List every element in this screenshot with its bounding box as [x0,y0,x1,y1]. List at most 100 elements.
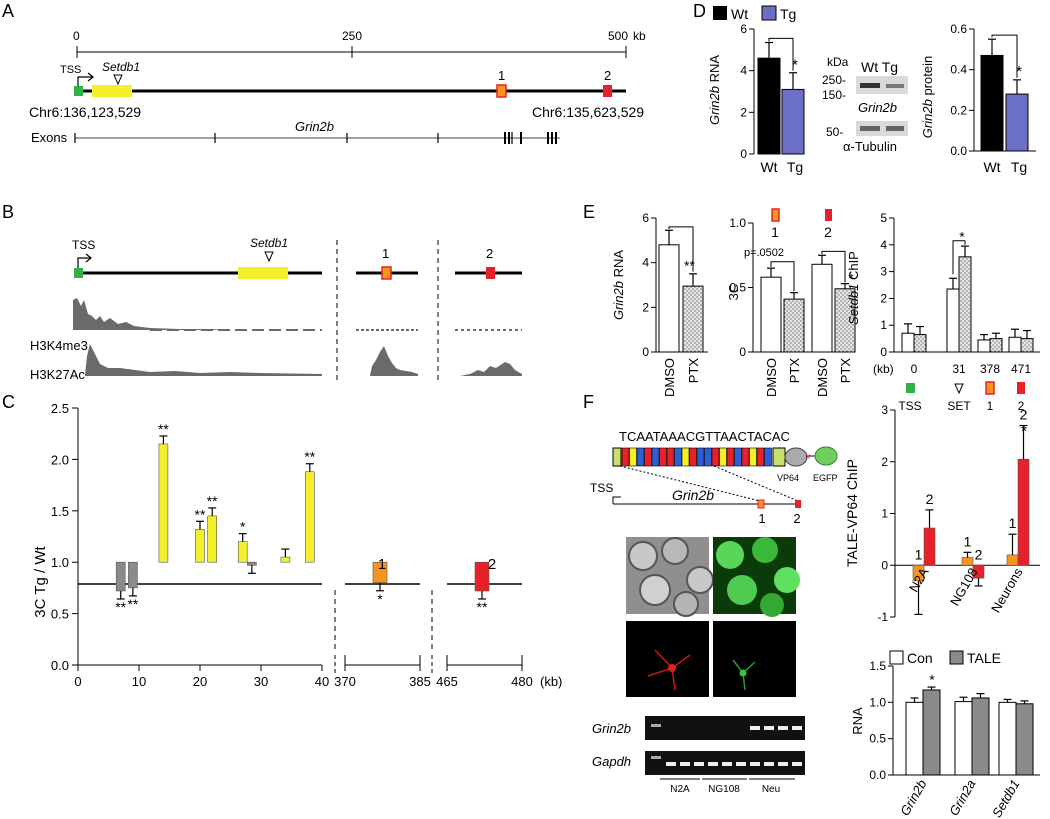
tale-repeat [749,447,757,467]
scale-tick-250: 250 [342,29,362,43]
c-xtick-480: 480 [511,674,533,689]
gel-band [764,762,774,766]
series-label: 2 [975,546,983,562]
grin2b-label: Grin2b [295,119,334,134]
tss-label: TSS [60,64,81,76]
gel-band [694,762,704,766]
x-label: PTX [787,358,802,384]
b-site1-label: 1 [382,246,389,261]
tale-repeat [689,447,697,467]
bar-c-0 [115,561,126,592]
series-label: 1 [964,533,972,549]
series-label: 2 [1020,407,1028,423]
c-xtick-20: 20 [193,674,207,689]
h3k27ac-track [85,344,322,376]
setdb1-triangle-icon [113,74,123,86]
legend-wt-swatch [713,6,727,20]
e-site1-label: 1 [771,224,779,240]
bar-e-chip-0-DMSO [901,332,915,353]
y-tick-label: 3 [880,265,887,279]
sig-label: * [848,270,854,286]
gel-lane-ng108: NG108 [708,784,740,795]
scale-tick-0: 0 [73,29,80,43]
y-tick-label: 0.0 [869,768,886,782]
y-tick-label: 0.5 [51,607,69,622]
tale-repeat [644,447,652,467]
y-tick-label: 0.0 [950,144,967,158]
bar-e-chip-471-DMSO [1008,336,1022,353]
bar-f-rna-Grin2a-Con [954,701,973,776]
sig-label: * [1021,424,1027,441]
legend-tale-swatch [949,650,964,665]
panel-f: TCAATAAACGTTAACTACAC VP64 × EGFP TSS Gri… [590,403,1040,819]
gel-band [792,762,802,766]
bar-e-chip-31-DMSO [946,288,960,353]
sig-label: ** [477,599,488,615]
wb-tubulin-label: α-Tubulin [843,139,897,154]
legend-tg-swatch [761,5,777,21]
panel-label-c: C [2,392,15,412]
panel-e: Grin2b RNA 0 2 4 6 ** DMSO PTX 3C 0 0.5 1.0 * DMSO… [611,208,1040,413]
gel-lane-neu: Neu [762,784,780,795]
e-kb: (kb) [873,362,894,376]
y-tick-label: 4 [642,256,649,270]
legend-tg: Tg [780,6,796,22]
f-site2-label: 2 [793,511,800,526]
bar-e-chip-378-PTX [989,338,1003,353]
bar-f-chip-Neurons-2 [1017,458,1030,566]
sig-label: ** [207,493,218,509]
sig-label: ** [115,599,126,615]
bar-d-prot-Wt [980,54,1004,152]
y-tick-label: 1.0 [729,216,746,230]
tale-repeat [621,447,630,467]
bar-d-rna-Tg [781,88,805,155]
x-label: PTX [838,358,853,384]
b-tss-arrow-icon [77,257,90,268]
bar-c-5 [237,541,248,563]
tale-repeat [719,447,727,467]
tss-box [74,86,83,96]
bar-d-rna-Wt [757,57,781,155]
bar-f-chip-Neurons-1 [1006,554,1019,566]
y-tick-label: 0.5 [869,732,886,746]
y-tick-label: 0 [880,345,887,359]
bar-c-8 [304,471,315,563]
x-label: DMSO [662,358,677,397]
bar-f-rna-Grin2b-Con [905,701,924,776]
ladder-band [651,756,661,759]
c-xtick-0: 0 [74,674,81,689]
f-rna-ylabel: RNA [850,707,865,735]
y-tick-label: 0.5 [729,281,746,295]
bar-c-4 [207,515,217,563]
gel-gapdh-label: Gapdh [592,754,631,769]
bar-f-rna-Grin2b-TALE [922,689,941,776]
x-label: Setdb1 [989,777,1023,819]
ladder-band [651,724,661,727]
gel-band [666,762,676,766]
c-xtick-10: 10 [132,674,146,689]
y-tick-label: 2.0 [51,452,69,467]
tale-repeat [674,447,682,467]
c-unit: (kb) [540,674,562,689]
sig-label: ** [684,258,695,274]
bar-c-2 [158,443,169,563]
panel-label-a: A [2,1,14,21]
sig-label: * [377,591,383,607]
y-tick-label: 0 [881,558,888,572]
c-ylabel: 3C Tg / Wt [32,545,49,617]
e-site-set: SET [947,399,971,413]
x-label: Grin2a [946,777,979,818]
tale-repeat [651,447,660,467]
y-tick-label: 6 [642,211,649,225]
bar-f-rna-Grin2a-TALE [971,697,990,776]
site1-label: 1 [498,68,505,83]
y-tick-label: 1 [881,507,888,521]
bar-f-rna-Setdb1-Con [998,701,1017,776]
wb-kda: kDa [827,55,849,69]
site1-box [496,84,507,98]
e-pval: p=.0502 [744,247,784,259]
y-tick-label: 5 [880,211,887,225]
wb-marker-250: 250- [822,73,846,87]
panel-d: Wt Tg Grin2b RNA 0 2 4 6 * Wt Tg kDa 250- 150-… [707,5,1036,175]
series-label: 2 [926,491,934,507]
